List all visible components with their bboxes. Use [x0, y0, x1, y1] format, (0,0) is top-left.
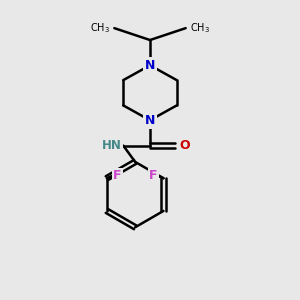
Text: HN: HN — [102, 139, 122, 152]
Text: CH$_3$: CH$_3$ — [190, 21, 210, 35]
Text: CH$_3$: CH$_3$ — [90, 21, 110, 35]
Text: N: N — [145, 114, 155, 127]
Text: F: F — [149, 169, 158, 182]
Text: O: O — [180, 139, 190, 152]
Text: N: N — [145, 59, 155, 72]
Text: F: F — [113, 169, 121, 182]
